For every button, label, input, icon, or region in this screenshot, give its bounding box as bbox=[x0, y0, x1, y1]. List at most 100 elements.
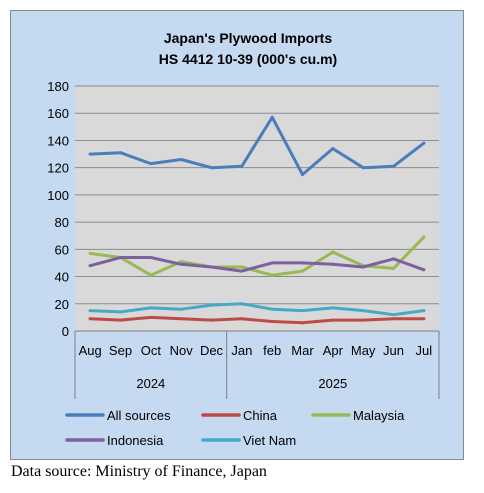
chart-frame: Japan's Plywood Imports HS 4412 10-39 (0… bbox=[10, 10, 464, 460]
x-tick-label: feb bbox=[263, 343, 281, 358]
line-chart: Japan's Plywood Imports HS 4412 10-39 (0… bbox=[47, 30, 440, 448]
x-tick-label: Jun bbox=[383, 343, 404, 358]
data-point bbox=[392, 313, 395, 317]
series-line-all-sources bbox=[88, 115, 426, 176]
y-tick-label: 0 bbox=[62, 324, 69, 339]
data-point bbox=[301, 172, 304, 176]
data-point bbox=[331, 262, 335, 266]
x-group-label: 2025 bbox=[318, 376, 347, 391]
chart-title: Japan's Plywood Imports bbox=[164, 30, 332, 46]
x-group-label: 2024 bbox=[136, 376, 165, 391]
x-tick-label: Apr bbox=[323, 343, 344, 358]
data-point bbox=[361, 265, 365, 269]
data-point bbox=[270, 273, 274, 277]
y-tick-label: 20 bbox=[55, 297, 69, 312]
data-point bbox=[149, 315, 153, 319]
x-tick-label: Jul bbox=[416, 343, 433, 358]
data-point bbox=[422, 141, 426, 145]
data-point bbox=[149, 256, 153, 259]
y-tick-label: 60 bbox=[55, 242, 69, 257]
x-tick-label: Nov bbox=[170, 343, 194, 358]
series-line-indonesia bbox=[88, 256, 426, 273]
data-point bbox=[392, 266, 395, 270]
series-line-china bbox=[88, 315, 426, 325]
data-point bbox=[331, 306, 335, 310]
data-point bbox=[179, 158, 183, 161]
data-point bbox=[179, 317, 183, 321]
legend-label-all-sources: All sources bbox=[107, 408, 171, 423]
legend-label-malaysia: Malaysia bbox=[353, 408, 405, 423]
data-point bbox=[240, 164, 244, 168]
data-point bbox=[179, 262, 183, 266]
series-line-viet-nam bbox=[88, 302, 426, 317]
data-point bbox=[392, 257, 395, 261]
data-point bbox=[88, 317, 92, 321]
x-tick-label: Aug bbox=[79, 343, 102, 358]
data-point bbox=[210, 318, 213, 322]
y-tick-label: 140 bbox=[47, 133, 69, 148]
gridlines bbox=[75, 85, 439, 305]
data-point bbox=[270, 261, 274, 265]
data-point bbox=[301, 309, 304, 313]
x-tick-label: Dec bbox=[200, 343, 224, 358]
legend-label-indonesia: Indonesia bbox=[107, 433, 164, 448]
data-point bbox=[210, 265, 213, 269]
data-point bbox=[119, 318, 122, 322]
data-point bbox=[119, 151, 122, 155]
data-point bbox=[119, 256, 122, 259]
data-source-note: Data source: Ministry of Finance, Japan bbox=[11, 463, 267, 480]
data-point bbox=[361, 166, 365, 170]
data-point bbox=[240, 302, 244, 306]
data-point bbox=[301, 261, 304, 265]
data-point bbox=[301, 269, 304, 273]
chart-subtitle: HS 4412 10-39 (000's cu.m) bbox=[159, 51, 337, 67]
x-axis: Aug Sep Oct Nov Dec Jan feb Mar Apr May Jun Jul 2024… bbox=[74, 330, 440, 399]
data-point bbox=[270, 115, 274, 119]
x-tick-label: Mar bbox=[291, 343, 314, 358]
data-point bbox=[179, 307, 183, 311]
data-point bbox=[149, 273, 153, 277]
data-point bbox=[270, 319, 274, 323]
data-point bbox=[210, 166, 213, 170]
y-tick-label: 160 bbox=[47, 106, 69, 121]
y-axis-ticks: 0 20 40 60 80 100 120 140 160 180 bbox=[47, 79, 69, 339]
data-point bbox=[179, 260, 183, 264]
legend-label-viet-nam: Viet Nam bbox=[243, 433, 296, 448]
data-point bbox=[301, 321, 304, 325]
data-point bbox=[240, 317, 244, 321]
data-point bbox=[270, 307, 274, 311]
data-point bbox=[119, 310, 122, 314]
data-point bbox=[422, 268, 426, 272]
data-point bbox=[331, 147, 335, 151]
x-tick-label: May bbox=[351, 343, 376, 358]
data-point bbox=[392, 317, 395, 321]
x-tick-label: Oct bbox=[141, 343, 162, 358]
y-tick-label: 120 bbox=[47, 161, 69, 176]
data-point bbox=[88, 264, 92, 268]
data-point bbox=[240, 265, 244, 269]
data-point bbox=[210, 303, 213, 307]
data-point bbox=[149, 162, 153, 166]
data-point bbox=[422, 317, 426, 321]
data-point bbox=[361, 318, 365, 322]
data-point bbox=[361, 309, 365, 313]
legend: All sources China Malaysia Indonesia Viet Na… bbox=[65, 408, 405, 448]
x-tick-label: Jan bbox=[231, 343, 252, 358]
y-tick-label: 40 bbox=[55, 270, 69, 285]
data-point bbox=[88, 251, 92, 255]
data-point bbox=[88, 152, 92, 156]
data-point bbox=[422, 235, 426, 239]
legend-label-china: China bbox=[243, 408, 278, 423]
data-point bbox=[88, 309, 92, 313]
data-point bbox=[240, 269, 244, 273]
data-point bbox=[331, 318, 335, 322]
y-tick-label: 180 bbox=[47, 79, 69, 94]
data-point bbox=[392, 164, 395, 168]
data-point bbox=[331, 250, 335, 254]
plot-area bbox=[75, 86, 439, 331]
series-lines bbox=[88, 115, 426, 325]
y-tick-label: 100 bbox=[47, 188, 69, 203]
data-point bbox=[149, 306, 153, 310]
data-point bbox=[422, 309, 426, 313]
x-tick-label: Sep bbox=[109, 343, 132, 358]
